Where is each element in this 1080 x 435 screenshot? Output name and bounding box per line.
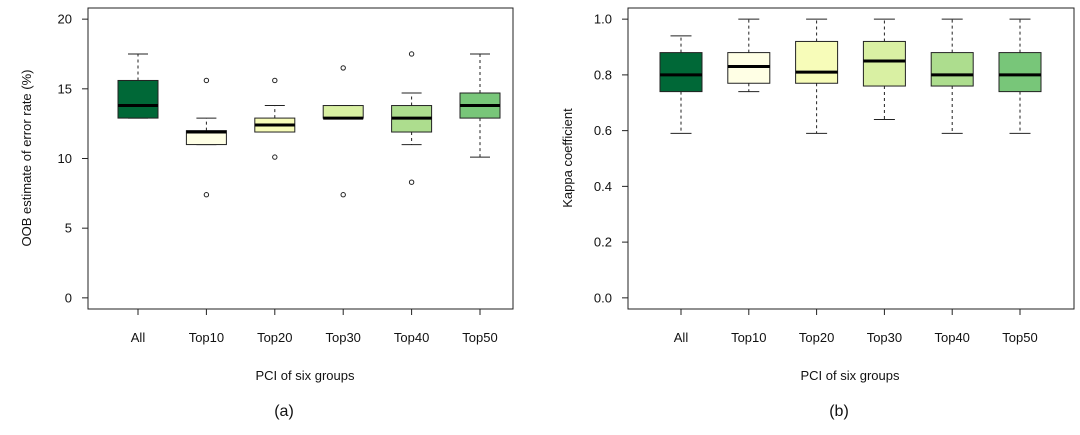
x-tick-label: Top20: [799, 330, 834, 345]
box-all: [117, 53, 159, 119]
outlier-point: [272, 77, 278, 84]
y-tick-label: 0.6: [594, 123, 612, 138]
y-tick-label: 0: [65, 290, 72, 305]
panel-label: (a): [274, 403, 294, 420]
panel-b: 0.0 0.2 0.4 0.6 0.8 1.0 All Top10 Top20 Top30 Top…: [560, 7, 1075, 420]
x-axis: All Top10 Top20 Top30 Top40 Top50: [674, 309, 1038, 345]
box-top10: [727, 18, 771, 93]
box-all: [659, 35, 703, 134]
x-axis-title: PCI of six groups: [256, 368, 355, 383]
y-tick-label: 0.2: [594, 235, 612, 250]
x-tick-label: All: [131, 330, 146, 345]
y-axis-title: Kappa coefficient: [560, 108, 575, 208]
iqr-box: [862, 40, 906, 87]
iqr-box: [998, 52, 1042, 93]
x-tick-label: Top50: [1002, 330, 1037, 345]
plot-frame: [627, 7, 1075, 310]
y-tick-label: 20: [58, 12, 72, 27]
iqr-box: [117, 79, 159, 119]
y-axis: 0 5 10 15 20: [58, 12, 88, 305]
outlier-point: [408, 51, 415, 57]
box-top50: [459, 53, 501, 158]
x-axis-title: PCI of six groups: [801, 368, 900, 383]
y-tick-label: 0.4: [594, 179, 612, 194]
box-top30: [862, 18, 906, 120]
panel-label: (b): [829, 403, 849, 420]
box-top40: [391, 51, 433, 185]
boxes: [659, 18, 1042, 134]
box-top10: [185, 77, 227, 198]
iqr-box: [659, 52, 703, 93]
x-tick-label: Top40: [394, 330, 429, 345]
x-tick-label: Top20: [257, 330, 292, 345]
x-tick-label: Top40: [934, 330, 969, 345]
outlier-point: [340, 65, 346, 71]
y-tick-label: 15: [58, 81, 72, 96]
y-tick-label: 5: [65, 221, 72, 236]
y-axis-title: OOB estimate of error rate (%): [19, 70, 34, 247]
box-top20: [254, 77, 296, 160]
panel-a: 0 5 10 15 20 All Top10 Top20 Top30 Top40 Top50 PC…: [19, 7, 514, 420]
outlier-point: [203, 192, 210, 198]
box-top50: [998, 18, 1042, 134]
box-top20: [795, 18, 839, 134]
outlier-point: [272, 154, 278, 160]
iqr-box: [322, 105, 364, 119]
x-tick-label: Top30: [867, 330, 902, 345]
box-top30: [322, 65, 364, 198]
y-tick-label: 0.0: [594, 290, 612, 305]
y-tick-label: 1.0: [594, 12, 612, 27]
y-tick-label: 0.8: [594, 67, 612, 82]
y-axis: 0.0 0.2 0.4 0.6 0.8 1.0: [594, 12, 628, 305]
iqr-box: [930, 52, 974, 87]
x-tick-label: Top30: [325, 330, 360, 345]
outlier-point: [203, 77, 210, 84]
plot-frame: [87, 7, 514, 310]
boxes: [117, 51, 501, 198]
outlier-point: [340, 192, 346, 198]
outlier-point: [408, 179, 415, 185]
y-tick-label: 10: [58, 151, 72, 166]
iqr-box: [795, 40, 839, 84]
x-tick-label: All: [674, 330, 689, 345]
box-top40: [930, 18, 974, 134]
x-axis: All Top10 Top20 Top30 Top40 Top50: [131, 309, 498, 345]
x-tick-label: Top10: [731, 330, 766, 345]
x-tick-label: Top10: [189, 330, 224, 345]
x-tick-label: Top50: [462, 330, 497, 345]
